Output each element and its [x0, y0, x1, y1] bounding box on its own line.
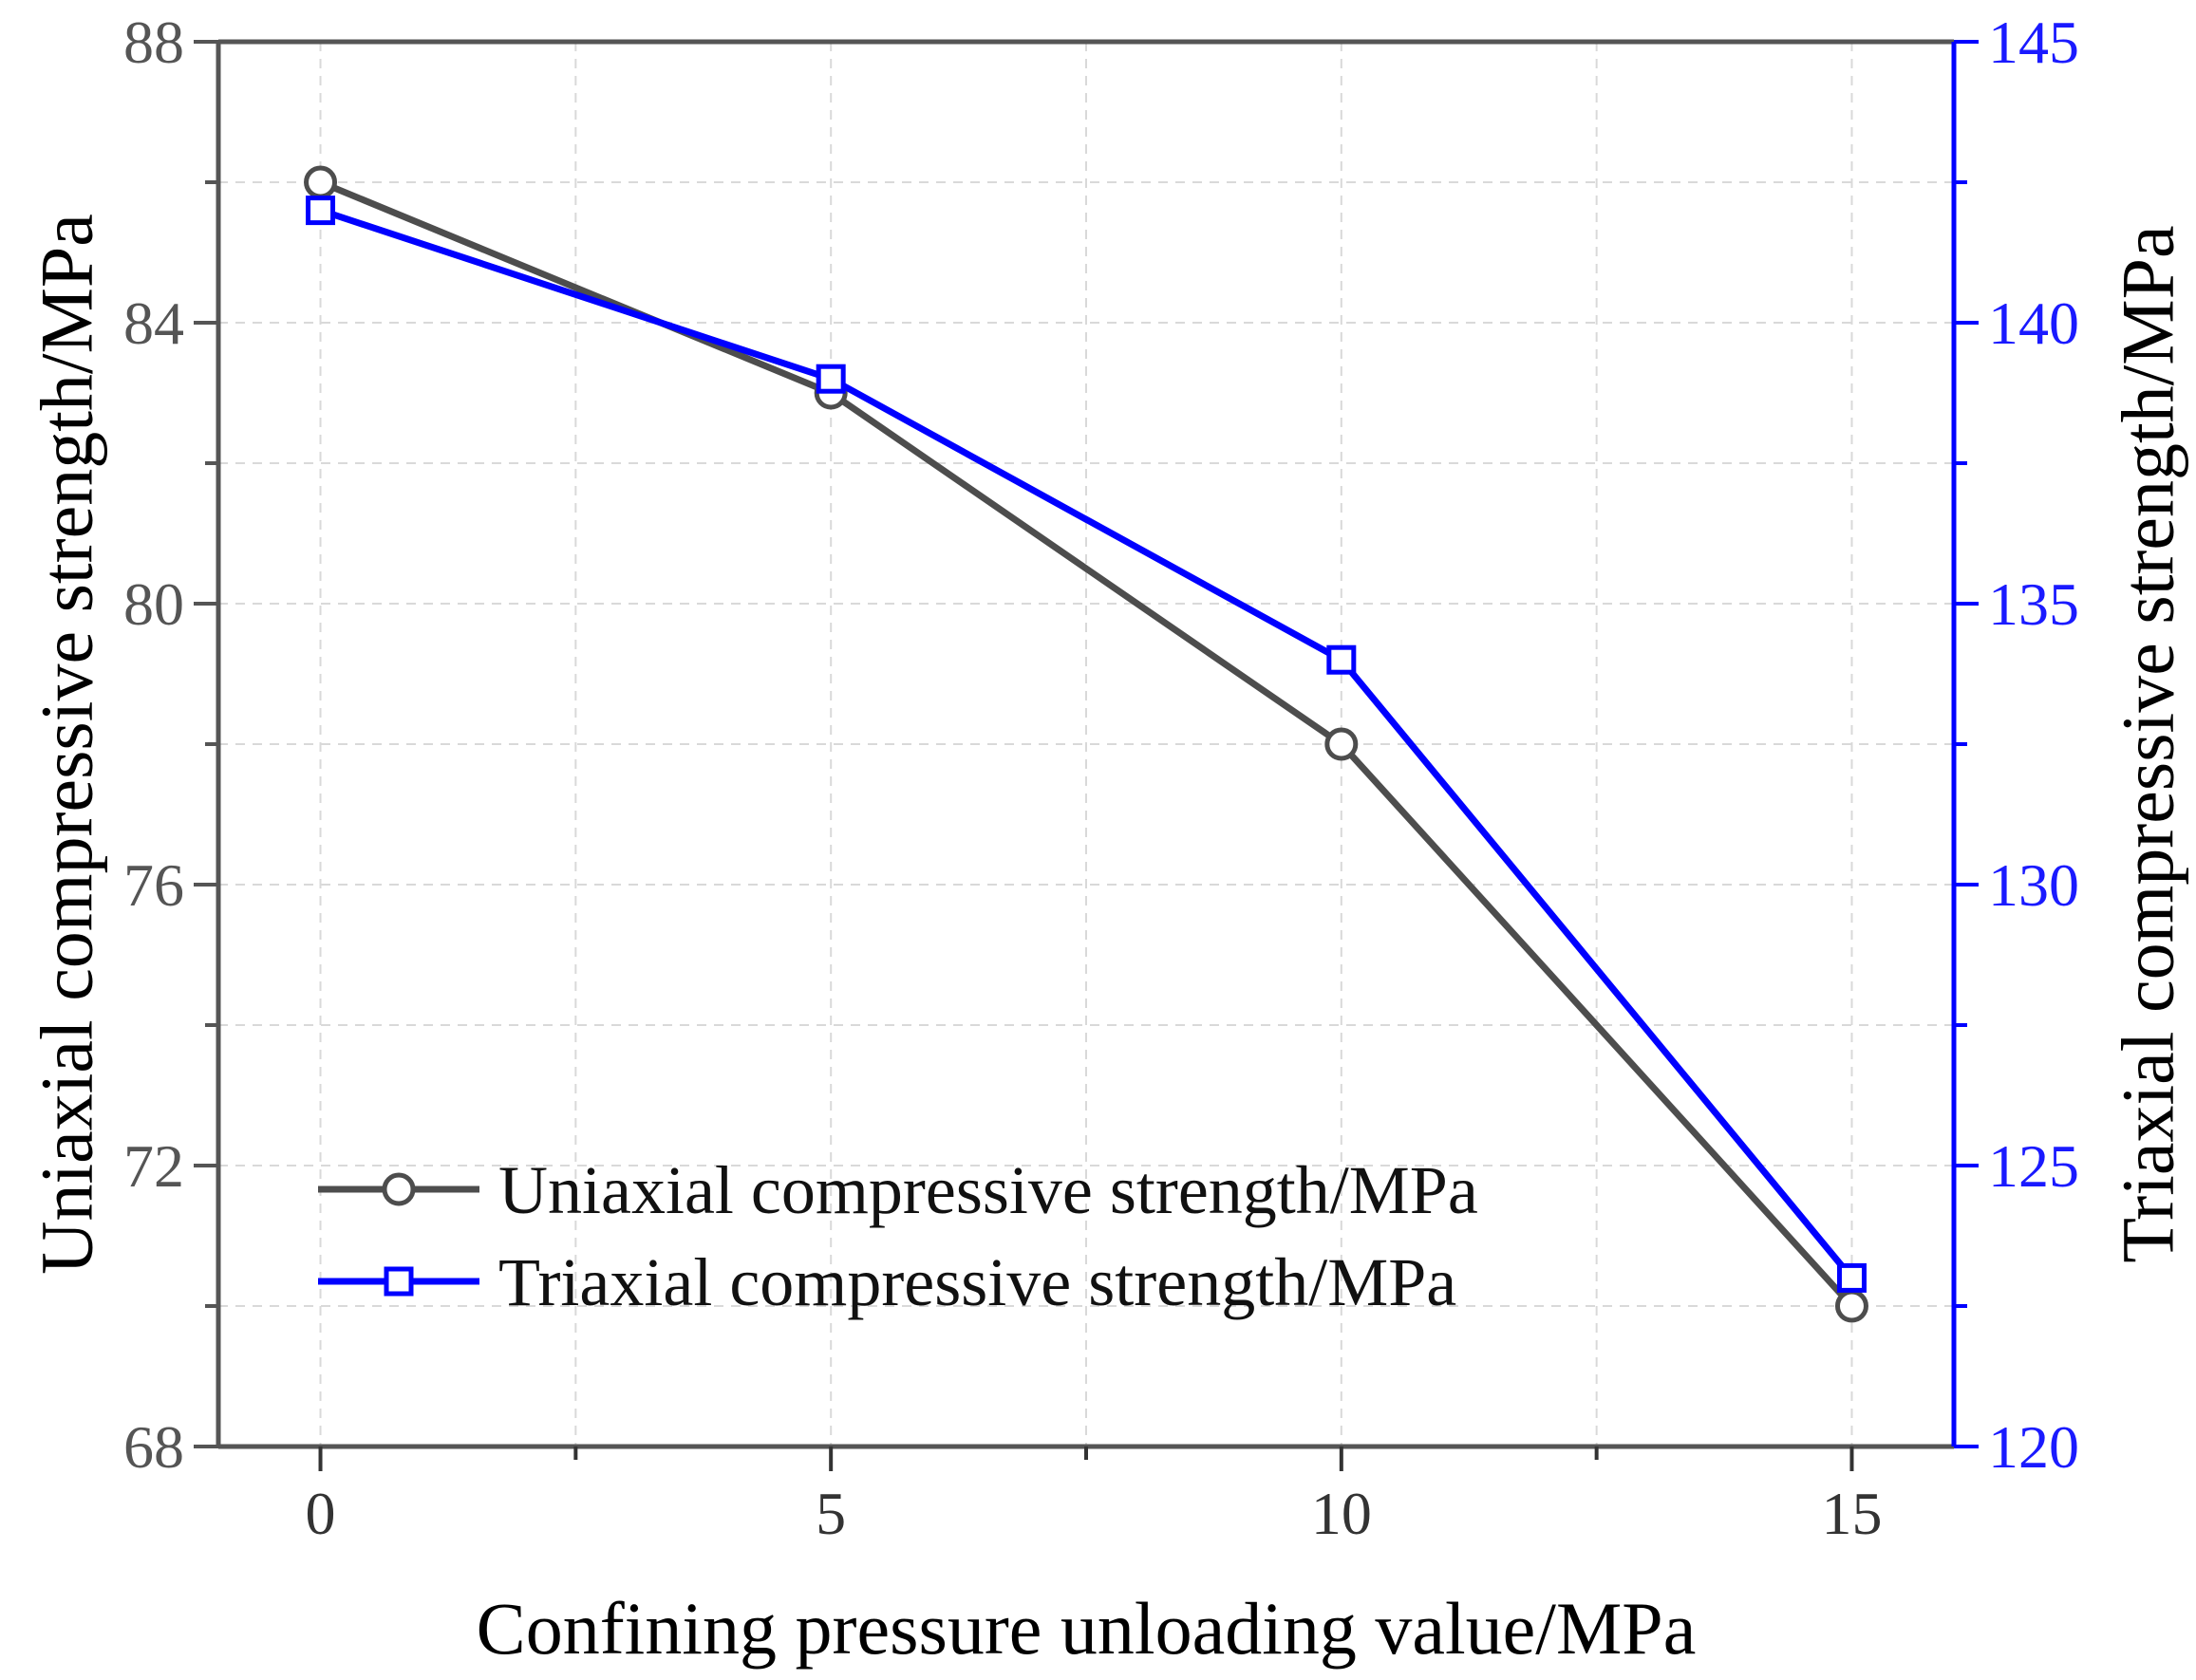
- right-y-tick-label: 130: [1988, 851, 2079, 919]
- right-y-axis-title: Triaxial compressive strength/MPa: [2107, 225, 2189, 1262]
- uniaxial-series-line: [319, 178, 1855, 1309]
- left-y-tick-label: 80: [123, 570, 184, 638]
- left-y-tick-label: 72: [123, 1132, 184, 1200]
- left-y-axis-title: Uniaxial compressive strength/MPa: [26, 214, 108, 1275]
- right-y-tick-label: 120: [1988, 1413, 2079, 1481]
- x-tick-label: 0: [306, 1480, 336, 1547]
- uniaxial-data-point: [1834, 1289, 1868, 1323]
- triaxial-data-point: [1326, 644, 1357, 675]
- triaxial-series-line: [319, 207, 1855, 1280]
- left-y-tick-label: 68: [123, 1413, 184, 1481]
- x-tick-label: 15: [1821, 1480, 1882, 1547]
- legend: Uniaxial compressive strength/MPa Triaxia…: [318, 1152, 1478, 1320]
- left-y-tick-label: 88: [123, 9, 184, 76]
- right-y-tick-label: 135: [1988, 570, 2079, 638]
- right-y-tick-label: 145: [1988, 9, 2079, 76]
- uniaxial-data-point: [304, 165, 338, 199]
- legend-triaxial-label: Triaxial compressive strength/MPa: [498, 1244, 1456, 1320]
- series: [304, 165, 1868, 1323]
- right-y-tick-label: 125: [1988, 1132, 2079, 1200]
- left-y-tick-label: 76: [123, 851, 184, 919]
- right-y-tick-label: 140: [1988, 289, 2079, 357]
- triaxial-data-point: [1836, 1262, 1867, 1293]
- x-axis-title: Confining pressure unloading value/MPa: [477, 1587, 1697, 1670]
- x-tick-label: 10: [1311, 1480, 1372, 1547]
- triaxial-data-point: [816, 364, 846, 394]
- grid: [218, 42, 1954, 1447]
- legend-uniaxial-marker: [382, 1172, 416, 1206]
- left-y-tick-label: 84: [123, 289, 184, 357]
- triaxial-data-point: [306, 196, 336, 226]
- axes: 0 5 10 15 68 72 76 80 84 88 120 125 130 135 140 145 Conf…: [26, 9, 2189, 1670]
- legend-uniaxial-label: Uniaxial compressive strength/MPa: [498, 1152, 1478, 1228]
- legend-triaxial-marker: [384, 1266, 414, 1297]
- x-tick-label: 5: [816, 1480, 846, 1547]
- uniaxial-data-point: [1324, 727, 1359, 761]
